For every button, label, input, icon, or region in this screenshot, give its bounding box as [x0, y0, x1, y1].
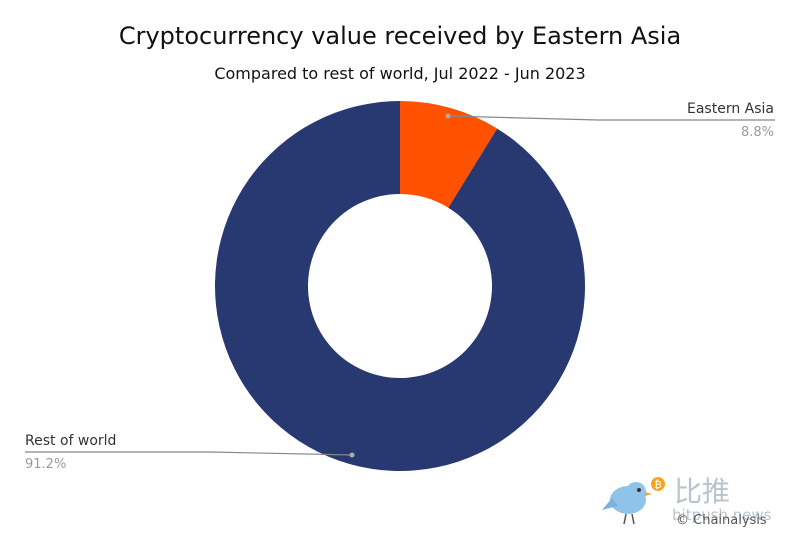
chart-subtitle: Compared to rest of world, Jul 2022 - Ju… — [214, 64, 586, 83]
donut-slices — [215, 101, 586, 471]
leader-dot-eastern-asia — [445, 113, 451, 119]
bird-logo-icon: ₿ — [602, 477, 665, 525]
slice-label-rest-of-world: Rest of world — [25, 433, 116, 449]
watermark-en-text: bitpush news — [672, 506, 772, 524]
slice-rest-of-world — [215, 101, 586, 471]
slice-label-eastern-asia: Eastern Asia — [687, 101, 774, 117]
slice-eastern-asia — [400, 101, 498, 208]
slice-value-eastern-asia: 8.8% — [741, 125, 774, 140]
svg-text:₿: ₿ — [654, 479, 661, 491]
leader-line-eastern-asia — [447, 115, 775, 121]
leader-dot-rest-of-world — [349, 452, 355, 458]
copyright-text: © Chainalysis — [676, 513, 767, 528]
label-rest-of-world: Rest of world 91.2% — [25, 433, 355, 472]
bitpush-watermark: ₿ 比推 bitpush news — [602, 470, 792, 532]
chart-title: Cryptocurrency value received by Eastern… — [118, 22, 682, 50]
label-eastern-asia: Eastern Asia 8.8% — [445, 101, 775, 140]
slice-value-rest-of-world: 91.2% — [25, 457, 66, 472]
leader-line-rest-of-world — [25, 451, 353, 456]
watermark-cn-text: 比推 — [674, 475, 731, 508]
